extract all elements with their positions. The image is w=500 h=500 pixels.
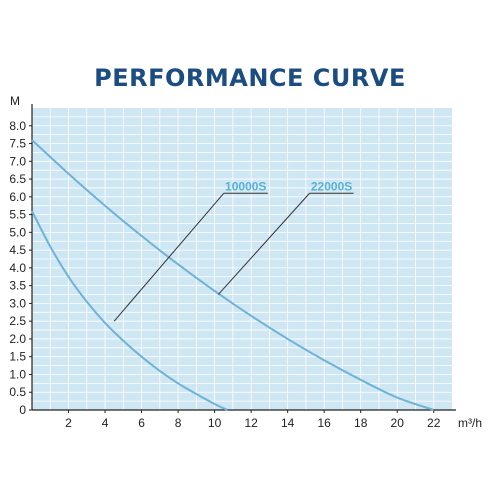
leader-line bbox=[113, 192, 225, 322]
y-tick-label: 0.5 bbox=[9, 385, 26, 399]
y-tick-label: 5.5 bbox=[9, 208, 26, 222]
leader-line bbox=[217, 192, 310, 295]
y-tick-label: 7.5 bbox=[9, 137, 26, 151]
y-tick-label: 8.0 bbox=[9, 119, 26, 133]
x-tick-label: 20 bbox=[391, 416, 405, 430]
y-tick-label: 7.0 bbox=[9, 154, 26, 168]
x-tick-label: 2 bbox=[65, 416, 72, 430]
y-tick-label: 0 bbox=[19, 403, 26, 417]
chart-title: PERFORMANCE CURVE bbox=[94, 64, 406, 92]
x-tick-label: 6 bbox=[138, 416, 145, 430]
x-axis-label: m³/h bbox=[458, 416, 482, 430]
series-line-10000s bbox=[31, 210, 228, 411]
series-label-10000s: 10000S bbox=[225, 179, 266, 193]
y-tick-label: 4.0 bbox=[9, 261, 26, 275]
y-tick-label: 1.0 bbox=[9, 367, 26, 381]
axes bbox=[31, 104, 456, 411]
y-tick-label: 3.5 bbox=[9, 279, 26, 293]
y-tick-label: 2.5 bbox=[9, 314, 26, 328]
y-tick-label: 2.0 bbox=[9, 332, 26, 346]
series-label-22000s: 22000S bbox=[311, 179, 352, 193]
y-tick-label: 4.5 bbox=[9, 243, 26, 257]
grid bbox=[32, 108, 452, 410]
series-lines bbox=[31, 139, 435, 411]
y-tick-label: 6.0 bbox=[9, 190, 26, 204]
x-tick-label: 14 bbox=[281, 416, 295, 430]
y-axis-label: M bbox=[10, 94, 20, 108]
y-tick-label: 3.0 bbox=[9, 296, 26, 310]
y-tick-label: 6.5 bbox=[9, 172, 26, 186]
x-tick-label: 22 bbox=[427, 416, 441, 430]
series-line-22000s bbox=[31, 139, 435, 411]
y-tick-label: 5.0 bbox=[9, 225, 26, 239]
y-tick-label: 1.5 bbox=[9, 350, 26, 364]
series-annotations: 10000S 22000S bbox=[113, 179, 354, 322]
y-axis-ticks: 0 0.5 1.0 1.5 2.0 2.5 3.0 3.5 4.0 4.5 5.0 5.5 6.0 6.5… bbox=[9, 119, 32, 417]
x-tick-label: 4 bbox=[102, 416, 109, 430]
x-axis-ticks: 2 4 6 8 10 12 14 16 18 20 22 bbox=[65, 410, 441, 430]
x-tick-label: 12 bbox=[244, 416, 258, 430]
x-tick-label: 16 bbox=[317, 416, 331, 430]
x-tick-label: 18 bbox=[354, 416, 368, 430]
x-tick-label: 10 bbox=[208, 416, 222, 430]
x-tick-label: 8 bbox=[175, 416, 182, 430]
